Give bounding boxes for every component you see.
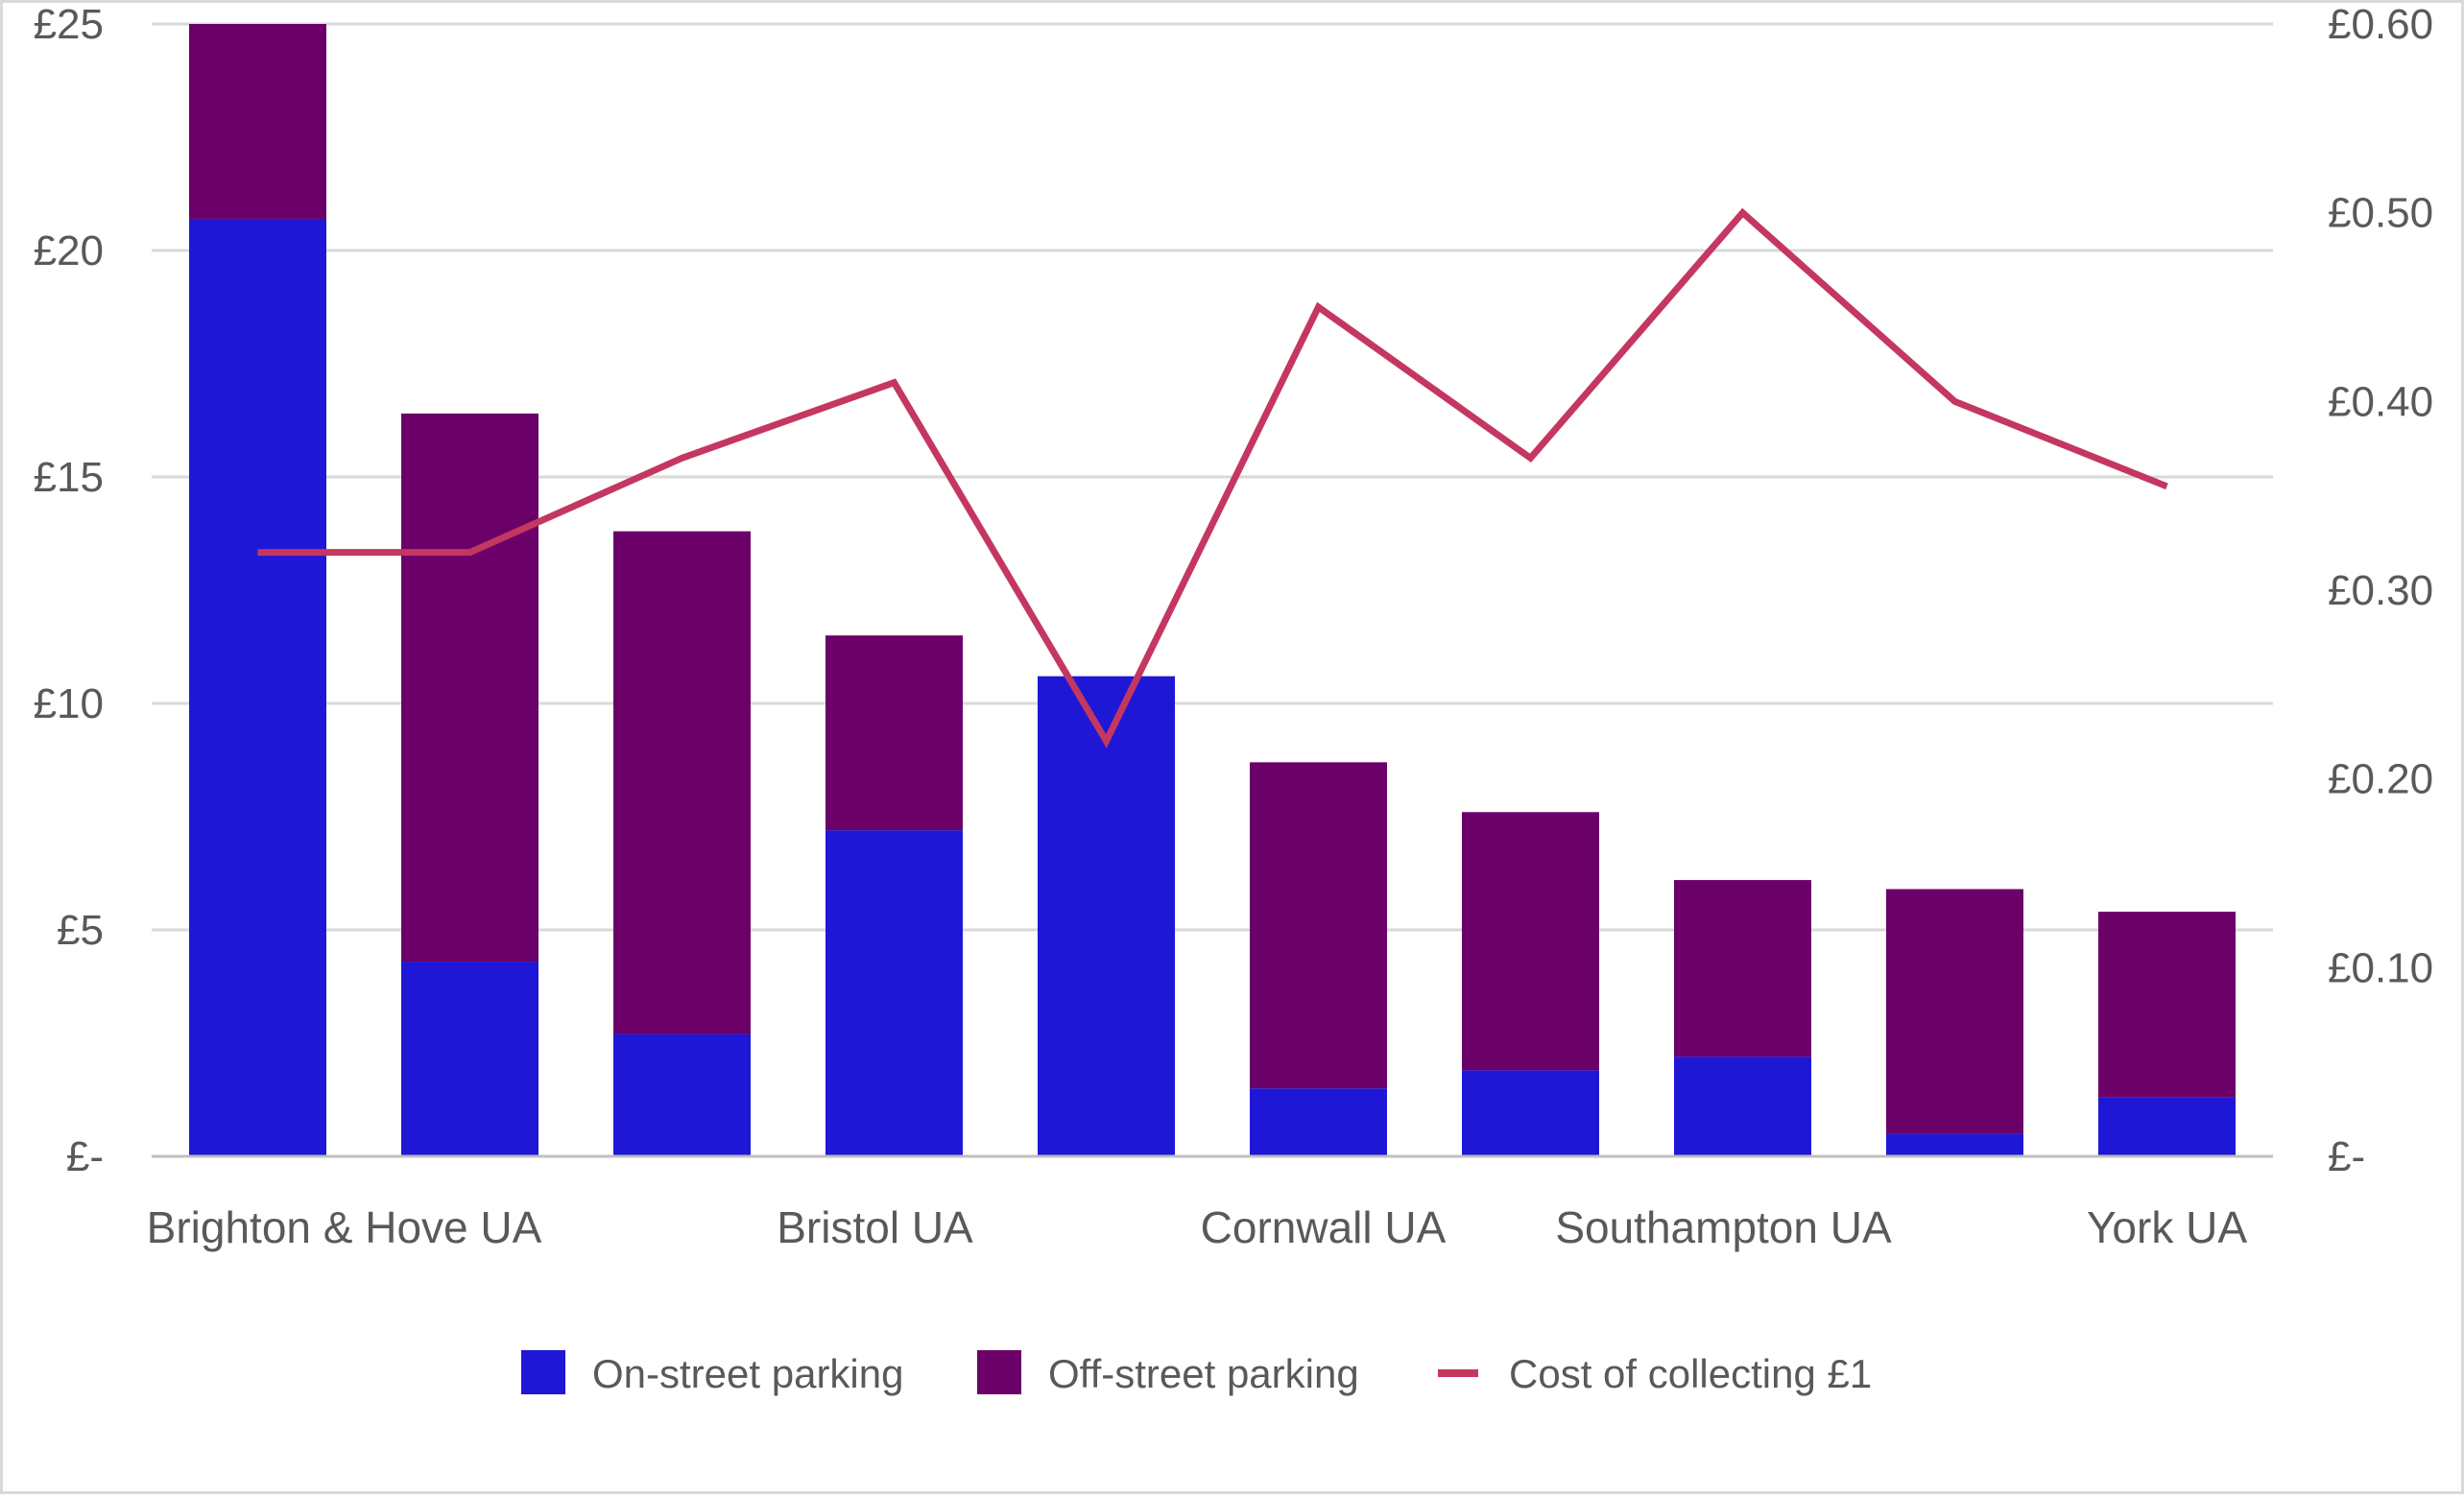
- legend: On-street parking Off-street parking Cost …: [521, 1350, 1872, 1396]
- bar-off-street-parking: [1886, 890, 2023, 1134]
- x-tick-label: Bristol UA: [777, 1202, 973, 1252]
- y-left-tick-label: £5: [57, 907, 104, 954]
- x-tick-label: Southampton UA: [1555, 1202, 1892, 1252]
- y-right-tick-label: £0.20: [2328, 756, 2433, 803]
- y-right-tick-label: £0.60: [2328, 3, 2433, 48]
- bar-off-street-parking: [1462, 812, 1599, 1070]
- bar-on-street-parking: [189, 219, 326, 1156]
- y-left-tick-label: £10: [34, 680, 104, 727]
- bar-off-street-parking: [2098, 912, 2236, 1098]
- bar-on-street-parking: [825, 830, 963, 1156]
- y-right-tick-label: £0.10: [2328, 944, 2433, 991]
- legend-label: Cost of collecting £1: [1509, 1351, 1872, 1396]
- y-right-tick-label: £0.30: [2328, 567, 2433, 614]
- bar-on-street-parking: [1462, 1070, 1599, 1156]
- bar-on-street-parking: [1886, 1133, 2023, 1156]
- y-left-tick-label: £25: [34, 3, 104, 48]
- bar-on-street-parking: [1038, 677, 1175, 1156]
- y-right-tick-label: £-: [2328, 1133, 2365, 1180]
- y-left-tick-label: £15: [34, 454, 104, 501]
- bar-off-street-parking: [613, 532, 751, 1034]
- bar-off-street-parking: [1250, 762, 1387, 1088]
- legend-swatch: [521, 1350, 565, 1394]
- bar-off-street-parking: [825, 635, 963, 830]
- bar-on-street-parking: [1250, 1088, 1387, 1156]
- x-tick-label: Brighton & Hove UA: [147, 1202, 542, 1252]
- legend-label: Off-street parking: [1048, 1351, 1359, 1396]
- legend-swatch: [977, 1350, 1021, 1394]
- bar-off-street-parking: [189, 24, 326, 219]
- bar-on-street-parking: [401, 962, 538, 1156]
- y-right-tick-label: £0.40: [2328, 378, 2433, 425]
- bar-on-street-parking: [2098, 1098, 2236, 1156]
- x-tick-label: York UA: [2087, 1202, 2247, 1252]
- bar-on-street-parking: [1674, 1057, 1811, 1156]
- chart-svg: £- £5 £10 £15 £20 £25 £- £0.10 £0.20 £0.30 £0.40 £0…: [3, 3, 2464, 1497]
- y-left-tick-label: £-: [66, 1133, 104, 1180]
- bar-off-street-parking: [1674, 880, 1811, 1057]
- y-left-tick-label: £20: [34, 227, 104, 274]
- bar-on-street-parking: [613, 1034, 751, 1156]
- y-right-tick-label: £0.50: [2328, 190, 2433, 237]
- x-tick-label: Cornwall UA: [1201, 1202, 1447, 1252]
- bar-off-street-parking: [401, 414, 538, 962]
- legend-label: On-street parking: [592, 1351, 903, 1396]
